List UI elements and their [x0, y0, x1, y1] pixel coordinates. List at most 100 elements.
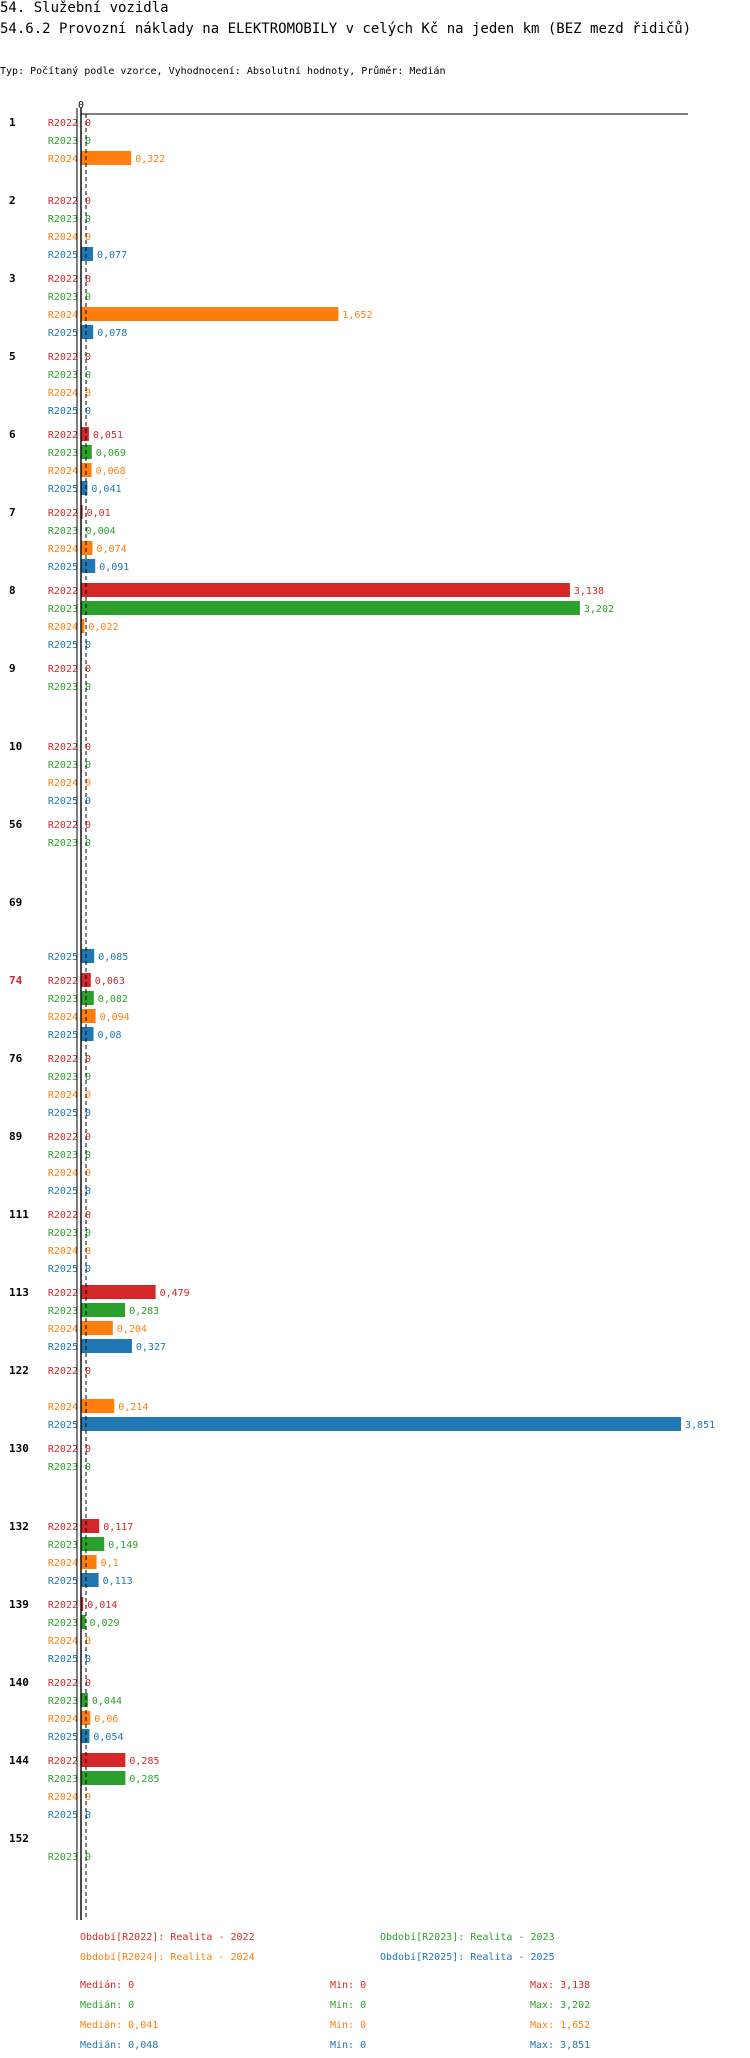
stat-min-r2024: Min: 0 — [330, 2020, 367, 2031]
value-label: 0,085 — [98, 952, 128, 963]
series-label: R2022 — [48, 742, 78, 753]
bar — [81, 1339, 132, 1353]
value-label: 0,091 — [99, 562, 129, 573]
bar — [81, 247, 93, 261]
group-label: 89 — [9, 1130, 22, 1143]
value-label: 0 — [85, 1132, 91, 1143]
value-label: 0 — [85, 274, 91, 285]
value-label: 0 — [85, 1228, 91, 1239]
group-label: 8 — [9, 584, 16, 597]
group-label: 74 — [9, 974, 23, 987]
value-label: 0 — [85, 682, 91, 693]
value-label: 0,094 — [100, 1012, 130, 1023]
value-label: 0 — [85, 118, 91, 129]
value-label: 0 — [85, 760, 91, 771]
bar — [81, 619, 85, 633]
series-label: R2023 — [48, 1150, 78, 1161]
legend-item-r2024: Období[R2024]: Realita - 2024 — [80, 1952, 255, 1963]
value-label: 0,044 — [92, 1696, 122, 1707]
series-label: R2023 — [48, 1696, 78, 1707]
series-label: R2022 — [48, 1210, 78, 1221]
series-label: R2024 — [48, 1636, 78, 1647]
value-label: 0,051 — [93, 430, 123, 441]
value-label: 0 — [85, 796, 91, 807]
series-label: R2024 — [48, 1324, 78, 1335]
series-label: R2025 — [48, 640, 78, 651]
value-label: 0,06 — [94, 1714, 118, 1725]
series-label: R2025 — [48, 484, 78, 495]
series-label: R2025 — [48, 562, 78, 573]
bar — [81, 1417, 681, 1431]
bar — [81, 1027, 94, 1041]
stat-max-r2023: Max: 3,202 — [530, 2000, 591, 2011]
bar — [81, 1009, 96, 1023]
series-label: R2023 — [48, 1462, 78, 1473]
stat-min-r2025: Min: 0 — [330, 2040, 367, 2051]
value-label: 0 — [85, 352, 91, 363]
series-label: R2025 — [48, 1342, 78, 1353]
bar — [81, 1399, 115, 1413]
bar — [81, 1597, 84, 1611]
value-label: 0,1 — [101, 1558, 119, 1569]
value-label: 0 — [85, 1792, 91, 1803]
series-label: R2022 — [48, 1366, 78, 1377]
series-label: R2025 — [48, 1420, 78, 1431]
series-label: R2024 — [48, 154, 78, 165]
group-label: 140 — [9, 1676, 29, 1689]
value-label: 0 — [85, 136, 91, 147]
series-label: R2022 — [48, 352, 78, 363]
group-label: 2 — [9, 194, 16, 207]
value-label: 0 — [85, 1168, 91, 1179]
value-label: 0 — [85, 1246, 91, 1257]
value-label: 0,117 — [103, 1522, 133, 1533]
group-label: 152 — [9, 1832, 29, 1845]
value-label: 0 — [85, 370, 91, 381]
value-label: 1,652 — [342, 310, 372, 321]
series-label: R2023 — [48, 1306, 78, 1317]
group-label: 76 — [9, 1052, 23, 1065]
series-label: R2022 — [48, 1600, 78, 1611]
legend-item-r2022: Období[R2022]: Realita - 2022 — [80, 1932, 255, 1943]
value-label: 0,082 — [98, 994, 128, 1005]
chart-title: 54.6.2 Provozní náklady na ELEKTROMOBILY… — [0, 21, 692, 37]
series-label: R2023 — [48, 292, 78, 303]
series-label: R2023 — [48, 214, 78, 225]
series-label: R2025 — [48, 796, 78, 807]
bar — [81, 1285, 156, 1299]
series-label: R2024 — [48, 1090, 78, 1101]
series-label: R2023 — [48, 1072, 78, 1083]
series-label: R2023 — [48, 682, 78, 693]
bar — [81, 1537, 105, 1551]
value-label: 0 — [85, 388, 91, 399]
series-label: R2023 — [48, 1618, 78, 1629]
legend-item-r2023: Období[R2023]: Realita - 2023 — [380, 1932, 555, 1943]
stat-max-r2024: Max: 1,652 — [530, 2020, 591, 2031]
value-label: 0,479 — [160, 1288, 190, 1299]
value-label: 0 — [85, 820, 91, 831]
value-label: 0 — [85, 1852, 91, 1863]
series-label: R2023 — [48, 1774, 78, 1785]
bar — [81, 1693, 88, 1707]
value-label: 0 — [85, 1072, 91, 1083]
series-label: R2025 — [48, 1186, 78, 1197]
value-label: 0 — [85, 742, 91, 753]
group-label: 10 — [9, 740, 22, 753]
series-label: R2022 — [48, 1132, 78, 1143]
series-label: R2025 — [48, 1108, 78, 1119]
bar — [81, 151, 132, 165]
series-label: R2023 — [48, 838, 78, 849]
series-label: R2022 — [48, 586, 78, 597]
series-label: R2023 — [48, 526, 78, 537]
series-label: R2022 — [48, 508, 78, 519]
group-label: 139 — [9, 1598, 29, 1611]
series-label: R2025 — [48, 1810, 78, 1821]
bar — [81, 325, 94, 339]
bar — [81, 1753, 126, 1767]
value-label: 0 — [85, 1366, 91, 1377]
value-label: 0,214 — [118, 1402, 148, 1413]
series-label: R2025 — [48, 250, 78, 261]
value-label: 0,068 — [96, 466, 126, 477]
bar — [81, 973, 91, 987]
stat-median-r2024: Medián: 0,041 — [80, 2020, 159, 2031]
